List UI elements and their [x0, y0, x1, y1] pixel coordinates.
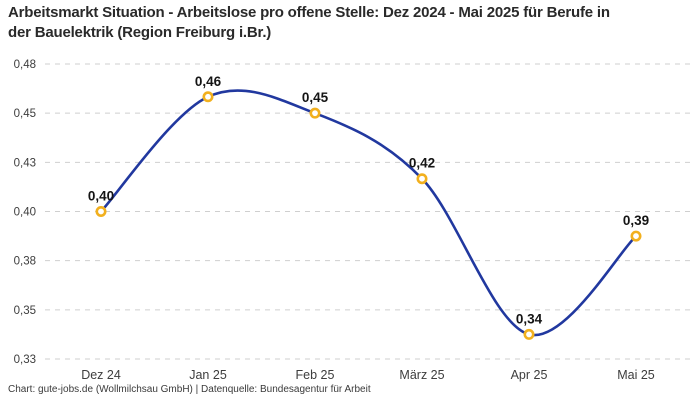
x-tick-label: Apr 25 — [511, 368, 548, 382]
data-point-marker — [95, 206, 107, 218]
data-point-marker — [630, 230, 642, 242]
data-point-marker — [416, 173, 428, 185]
chart-attribution: Chart: gute-jobs.de (Wollmilchsau GmbH) … — [8, 384, 371, 395]
data-point-marker — [523, 328, 535, 340]
x-tick-label: Jan 25 — [189, 368, 227, 382]
series-line — [99, 89, 638, 337]
data-point-label: 0,46 — [195, 74, 222, 89]
data-point-marker — [202, 91, 214, 103]
data-point-label: 0,34 — [516, 311, 543, 326]
x-tick-label: Feb 25 — [296, 368, 335, 382]
y-tick-label: 0,45 — [14, 108, 36, 120]
data-point-label: 0,39 — [623, 213, 649, 228]
y-tick-label: 0,40 — [14, 207, 36, 219]
x-tick-label: März 25 — [399, 368, 444, 382]
y-tick-label: 0,38 — [14, 256, 36, 268]
data-point-label: 0,45 — [302, 90, 329, 105]
y-tick-label: 0,43 — [14, 157, 36, 169]
x-tick-label: Dez 24 — [81, 368, 121, 382]
data-point-label: 0,42 — [409, 156, 435, 171]
data-point-label: 0,40 — [88, 189, 114, 204]
data-point-marker — [309, 107, 321, 119]
y-tick-label: 0,35 — [14, 305, 36, 317]
chart-title: Arbeitsmarkt Situation - Arbeitslose pro… — [8, 4, 610, 41]
x-tick-label: Mai 25 — [617, 368, 655, 382]
y-tick-label: 0,48 — [14, 59, 36, 71]
y-tick-label: 0,33 — [14, 354, 36, 366]
